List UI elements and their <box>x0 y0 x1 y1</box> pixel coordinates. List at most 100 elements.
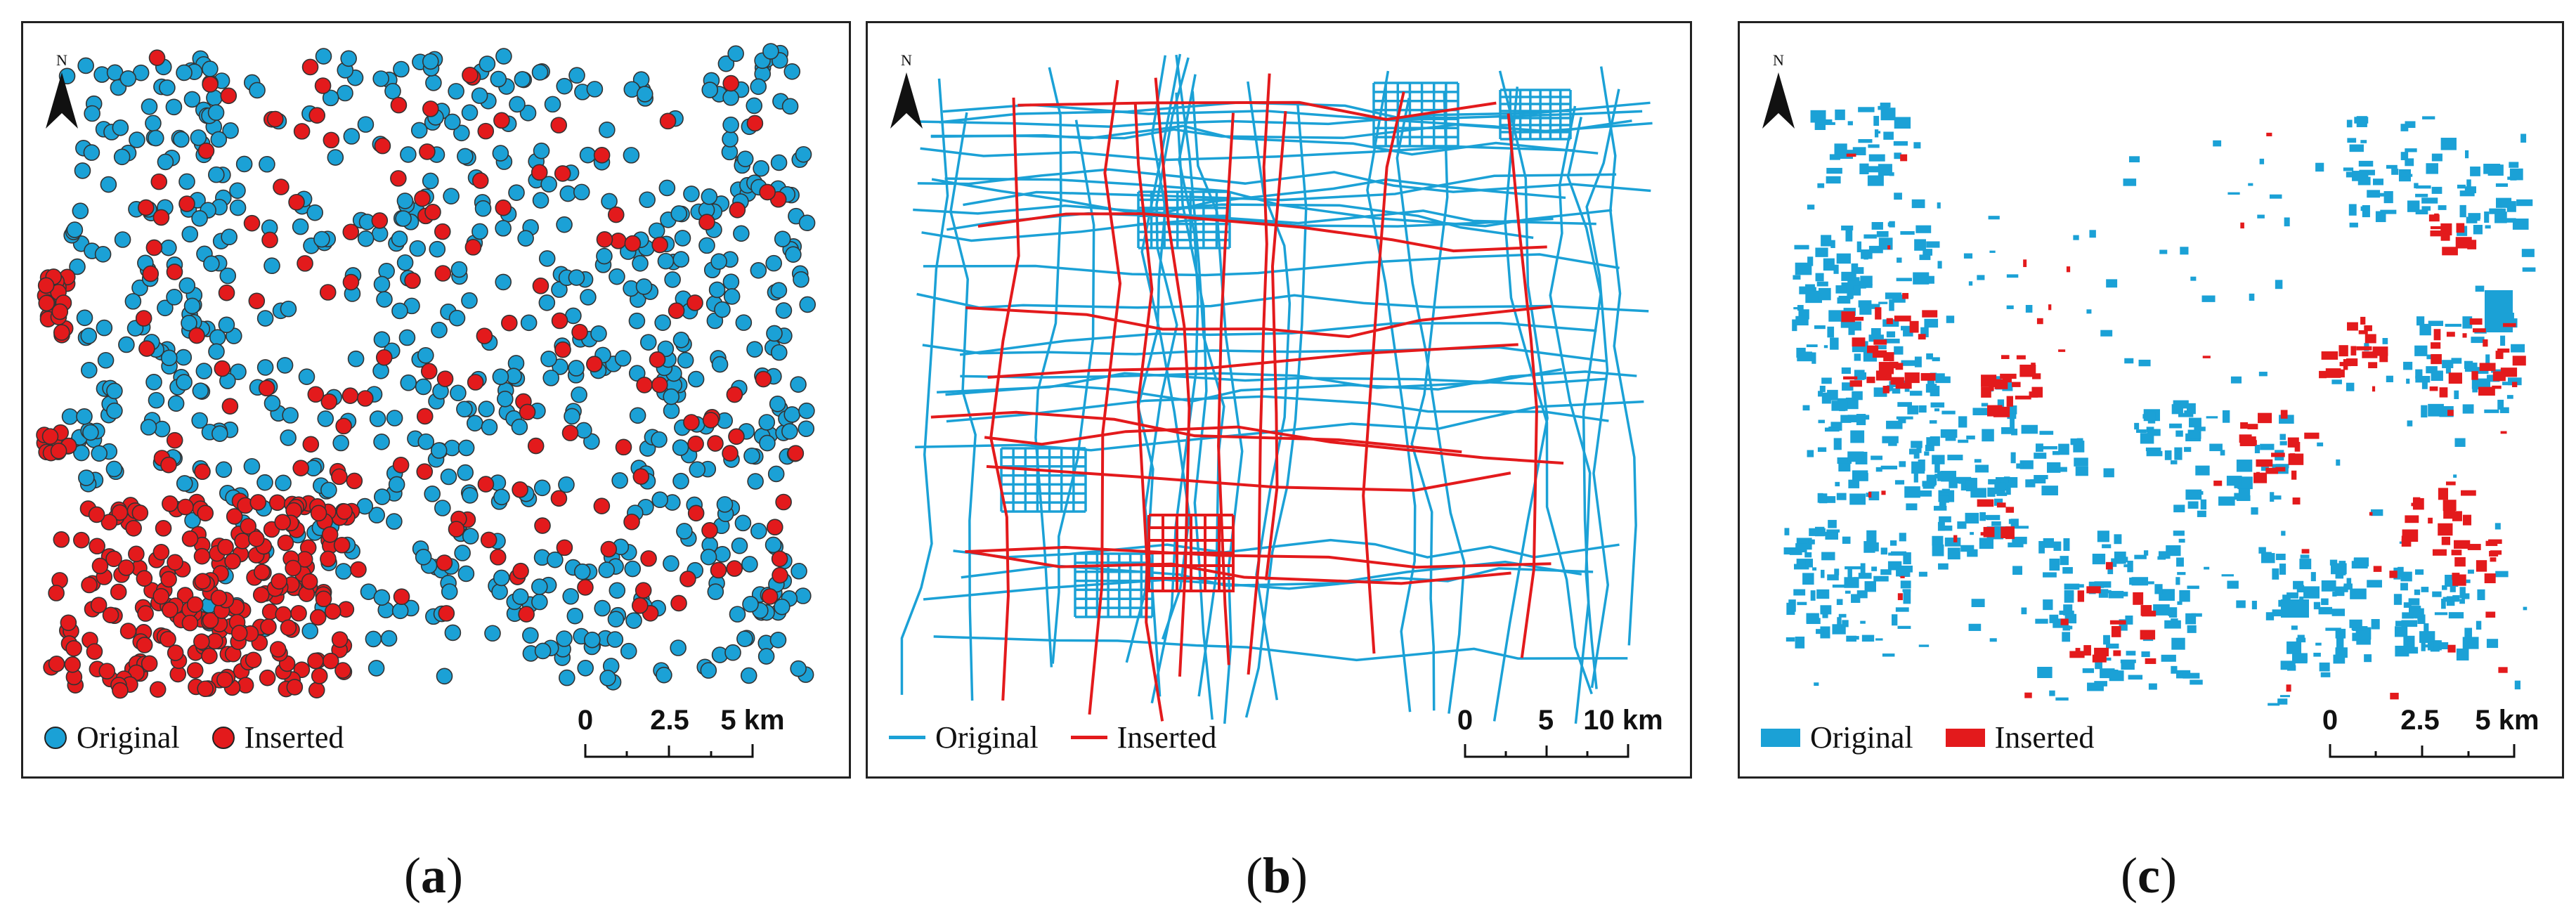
inserted-building <box>2256 459 2273 467</box>
inserted-building <box>2412 497 2424 510</box>
inserted-road <box>1133 103 1164 722</box>
original-building <box>2346 578 2352 590</box>
original-building <box>2450 582 2456 592</box>
scale-bar: 0 5 10 km <box>1444 705 1663 761</box>
original-building <box>2408 598 2420 606</box>
original-building <box>2195 465 2210 476</box>
original-building <box>1827 574 1839 580</box>
original-building <box>2035 443 2043 453</box>
point-marker <box>111 504 129 521</box>
original-building <box>2415 375 2431 383</box>
inserted-building <box>2213 480 2223 486</box>
original-building <box>1896 416 1913 419</box>
inserted-building <box>2503 323 2516 327</box>
north-arrow-icon <box>1762 72 1795 129</box>
point-marker <box>774 598 791 616</box>
point-marker <box>577 579 594 596</box>
point-marker <box>492 368 509 386</box>
point-marker <box>687 505 705 522</box>
original-building <box>2346 119 2353 128</box>
point-marker <box>774 230 791 247</box>
original-building <box>1873 575 1889 582</box>
original-building <box>2013 526 2029 529</box>
point-marker <box>393 588 410 606</box>
original-building <box>1858 300 1872 308</box>
point-marker <box>775 493 792 511</box>
original-building <box>2272 609 2285 617</box>
inserted-building <box>2390 692 2399 700</box>
original-road <box>923 567 1594 601</box>
point-marker <box>323 131 340 149</box>
original-building <box>2491 369 2506 373</box>
point-marker <box>256 474 273 491</box>
point-marker <box>373 275 391 293</box>
original-road <box>933 635 1628 662</box>
point-marker <box>138 340 155 357</box>
inserted-building <box>2360 316 2366 325</box>
original-building <box>2405 121 2416 129</box>
original-building <box>2030 479 2046 484</box>
original-building <box>1821 235 1832 247</box>
point-marker <box>531 164 548 181</box>
point-marker <box>395 210 412 227</box>
original-building <box>2258 372 2268 377</box>
point-marker <box>729 201 746 219</box>
point-marker <box>322 89 339 107</box>
point-marker <box>615 438 632 456</box>
original-building <box>1816 589 1830 599</box>
point-marker <box>229 182 246 200</box>
original-building <box>2426 163 2438 174</box>
north-arrow: N <box>37 51 86 150</box>
point-marker <box>635 582 652 599</box>
original-building <box>2180 247 2189 255</box>
point-marker <box>321 526 339 543</box>
point-marker <box>762 43 779 60</box>
inserted-building <box>2271 453 2285 457</box>
point-marker <box>687 435 704 453</box>
original-building <box>2291 625 2298 630</box>
point-marker <box>425 74 442 91</box>
inserted-building <box>2439 387 2448 398</box>
original-building <box>2134 422 2140 430</box>
point-marker <box>415 378 432 396</box>
original-building <box>2313 652 2321 657</box>
original-building <box>1880 103 1891 108</box>
original-building <box>2336 636 2344 649</box>
original-building <box>2095 583 2107 587</box>
original-building <box>2476 620 2482 630</box>
point-marker <box>677 351 694 369</box>
original-building <box>2052 450 2060 455</box>
original-building <box>2464 363 2478 372</box>
original-building <box>2347 138 2357 143</box>
original-building <box>2313 601 2321 610</box>
point-marker <box>795 145 812 163</box>
inserted-building <box>1895 382 1912 389</box>
original-building <box>1810 590 1816 601</box>
inserted-building <box>2304 432 2320 439</box>
original-building <box>1986 514 2001 521</box>
inserted-building <box>1868 491 1872 498</box>
inserted-building <box>2428 214 2440 222</box>
original-building <box>2041 486 2058 495</box>
original-building <box>2509 162 2519 168</box>
inserted-building <box>2265 467 2279 474</box>
point-marker <box>176 64 193 82</box>
original-building <box>1957 521 1967 529</box>
point-marker <box>53 531 70 548</box>
original-building <box>2386 164 2398 169</box>
point-marker <box>148 129 164 147</box>
original-building <box>1886 420 1903 429</box>
original-building <box>1852 391 1863 401</box>
point-marker <box>607 206 625 223</box>
point-marker <box>531 64 549 81</box>
original-building <box>2272 568 2279 580</box>
point-marker <box>249 494 267 511</box>
scale-label-0: 0 <box>577 705 594 736</box>
original-building <box>2405 158 2414 167</box>
inserted-building <box>2454 557 2466 567</box>
point-marker <box>467 415 483 432</box>
original-building <box>2062 632 2071 642</box>
original-building <box>2086 309 2092 314</box>
inserted-building <box>2133 592 2144 605</box>
original-building <box>1927 275 1934 284</box>
